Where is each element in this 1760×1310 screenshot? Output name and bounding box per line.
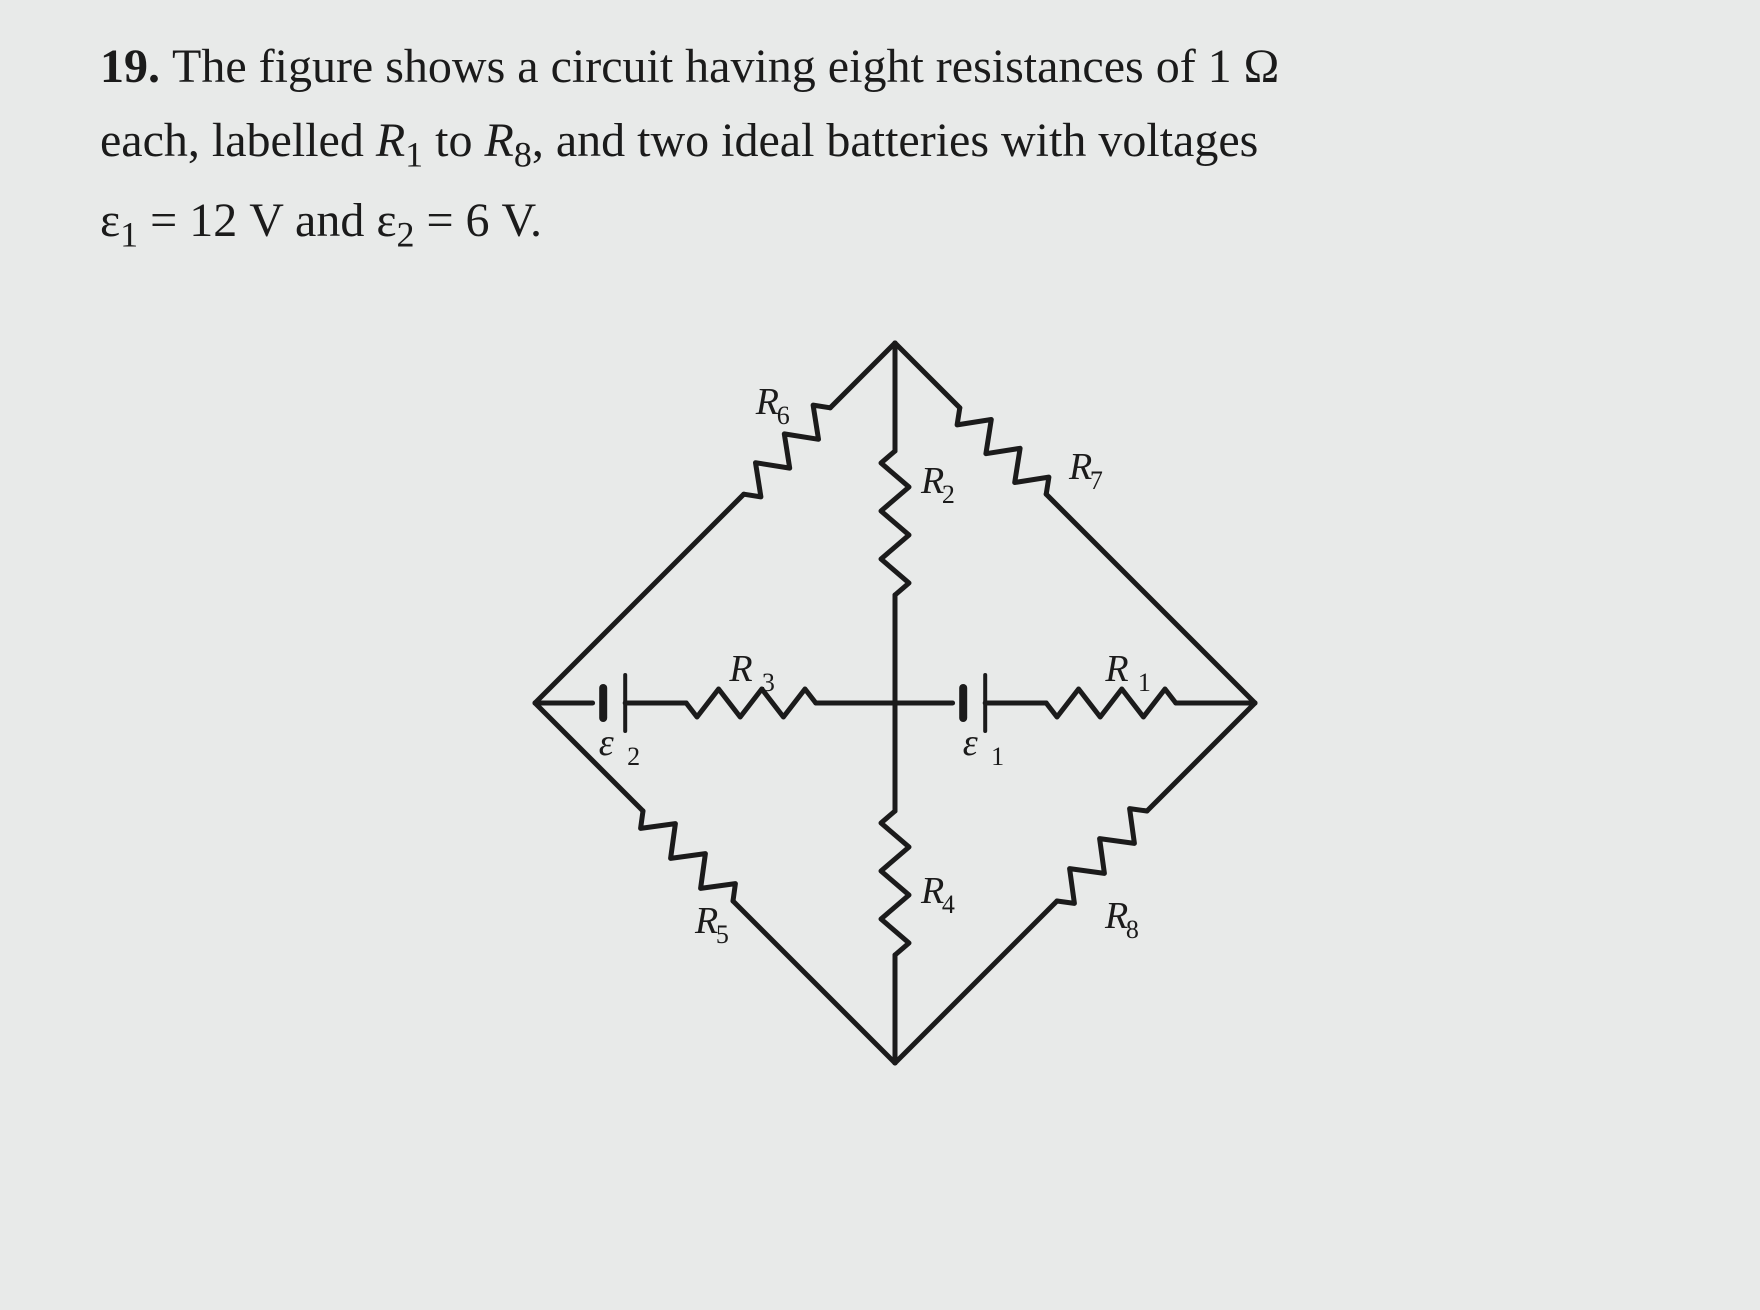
svg-text:7: 7 bbox=[1090, 466, 1103, 495]
svg-text:R: R bbox=[1104, 648, 1128, 690]
svg-text:3: 3 bbox=[762, 668, 775, 697]
question-number: 19. bbox=[100, 40, 160, 93]
e2-sym: ε bbox=[376, 194, 396, 247]
label-R1: R1 bbox=[1104, 648, 1151, 697]
R8-sub: 8 bbox=[514, 135, 532, 175]
label-e2: ε2 bbox=[599, 722, 640, 771]
svg-text:R: R bbox=[920, 870, 944, 912]
svg-text:R: R bbox=[1104, 895, 1128, 937]
text-line2a: each, labelled bbox=[100, 114, 376, 167]
eq12: = 12 V and bbox=[138, 194, 376, 247]
label-R7: R7 bbox=[1068, 446, 1103, 495]
text-line1: The figure shows a circuit having eight … bbox=[172, 40, 1279, 93]
R8-sym: R bbox=[485, 114, 514, 167]
svg-text:5: 5 bbox=[716, 920, 729, 949]
e2-sub: 2 bbox=[396, 214, 414, 254]
svg-text:ε: ε bbox=[963, 722, 978, 764]
svg-text:2: 2 bbox=[627, 742, 640, 771]
figure-container: R3ε2R1ε1R6R7R5R8R2R4 bbox=[100, 303, 1690, 1103]
label-R2: R2 bbox=[920, 460, 955, 509]
svg-text:R: R bbox=[755, 381, 779, 423]
label-R8: R8 bbox=[1104, 895, 1139, 944]
e1-sub: 1 bbox=[120, 214, 138, 254]
problem-text: 19.The figure shows a circuit having eig… bbox=[100, 30, 1690, 263]
svg-text:1: 1 bbox=[991, 742, 1004, 771]
svg-text:6: 6 bbox=[777, 401, 790, 430]
text-line2b: , and two ideal batteries with voltages bbox=[532, 114, 1258, 167]
label-R5: R5 bbox=[694, 900, 729, 949]
e1-sym: ε bbox=[100, 194, 120, 247]
svg-text:R: R bbox=[694, 900, 718, 942]
R1-sym: R bbox=[376, 114, 405, 167]
eq6: = 6 V. bbox=[414, 194, 542, 247]
svg-text:1: 1 bbox=[1138, 668, 1151, 697]
svg-text:ε: ε bbox=[599, 722, 614, 764]
svg-text:2: 2 bbox=[942, 480, 955, 509]
svg-text:R: R bbox=[1068, 446, 1092, 488]
svg-text:4: 4 bbox=[942, 890, 955, 919]
label-R3: R3 bbox=[728, 648, 775, 697]
label-R4: R4 bbox=[920, 870, 955, 919]
circuit-diagram: R3ε2R1ε1R6R7R5R8R2R4 bbox=[445, 303, 1345, 1103]
R1-sub: 1 bbox=[405, 135, 423, 175]
svg-text:R: R bbox=[920, 460, 944, 502]
text-between: to bbox=[423, 114, 484, 167]
svg-text:8: 8 bbox=[1126, 915, 1139, 944]
page-root: 19.The figure shows a circuit having eig… bbox=[0, 0, 1760, 1310]
label-R6: R6 bbox=[755, 381, 790, 430]
svg-text:R: R bbox=[728, 648, 752, 690]
